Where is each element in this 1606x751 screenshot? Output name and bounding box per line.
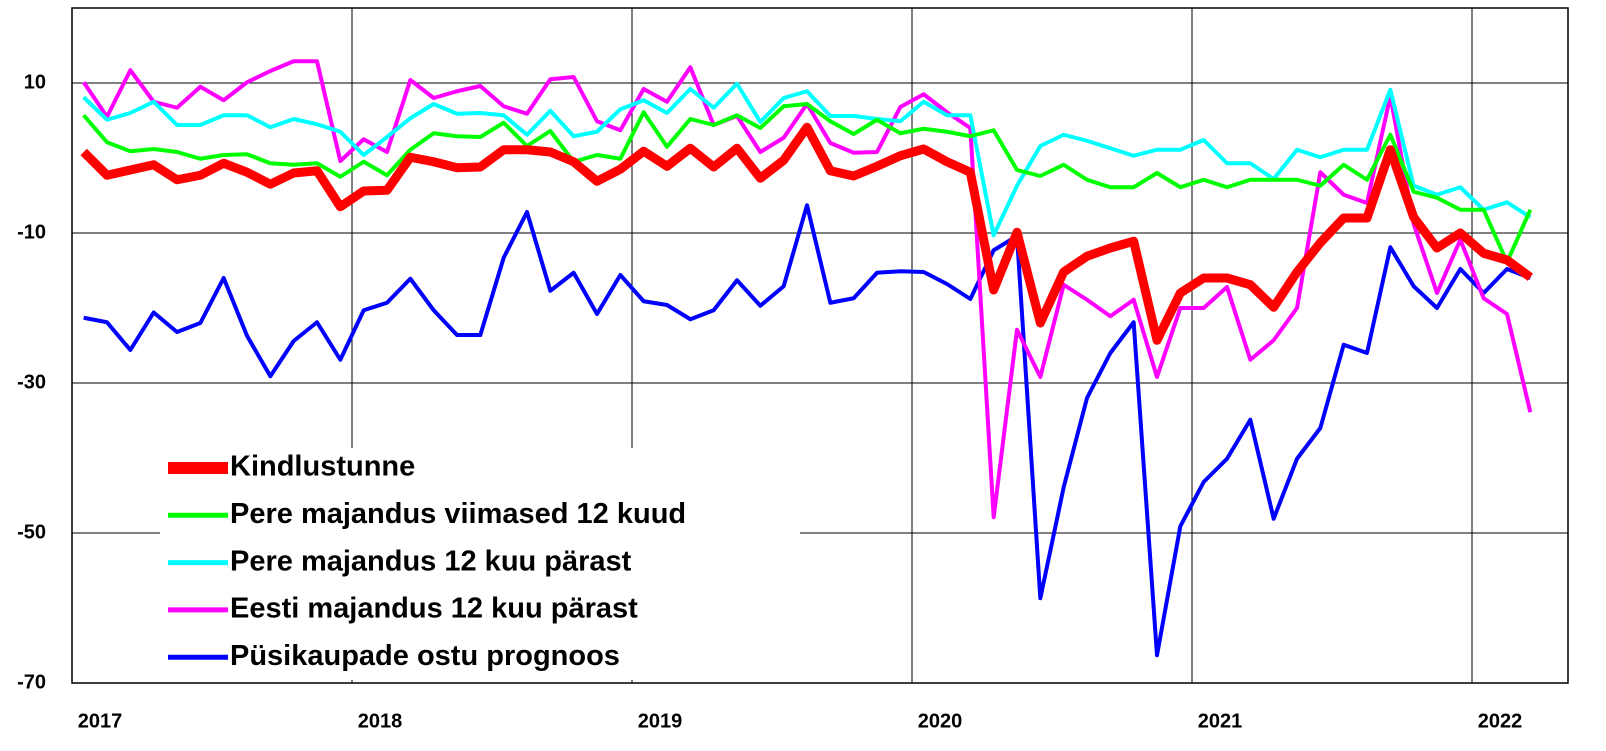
plot-frame [71, 7, 1569, 684]
x-tick-label: 2021 [1198, 710, 1243, 732]
series-line [83, 203, 1532, 658]
series-line [82, 81, 1532, 238]
legend-label: Pere majandus 12 kuu pärast [230, 545, 632, 577]
x-tick-label: 2020 [918, 710, 963, 732]
y-tick-label: -30 [17, 371, 46, 393]
legend-box [160, 448, 800, 680]
y-tick-label: -50 [17, 521, 46, 543]
series-line [80, 122, 1534, 345]
legend-label: Pere majandus viimased 12 kuud [230, 498, 686, 530]
x-tick-label: 2022 [1478, 710, 1523, 732]
y-tick-label: 10 [24, 71, 46, 93]
x-tick-label: 2017 [78, 710, 123, 732]
x-tick-label: 2019 [638, 710, 683, 732]
y-tick-label: -10 [17, 221, 46, 243]
legend-label: Eesti majandus 12 kuu pärast [230, 593, 638, 625]
legend-label: Püsikaupade ostu prognoos [230, 640, 620, 672]
series-line [82, 102, 1533, 265]
y-tick-label: -70 [17, 671, 46, 693]
x-tick-label: 2018 [358, 710, 403, 732]
legend: Kindlustunne Pere majandus viimased 12 ku… [160, 448, 800, 680]
legend-label: Kindlustunne [230, 451, 415, 483]
